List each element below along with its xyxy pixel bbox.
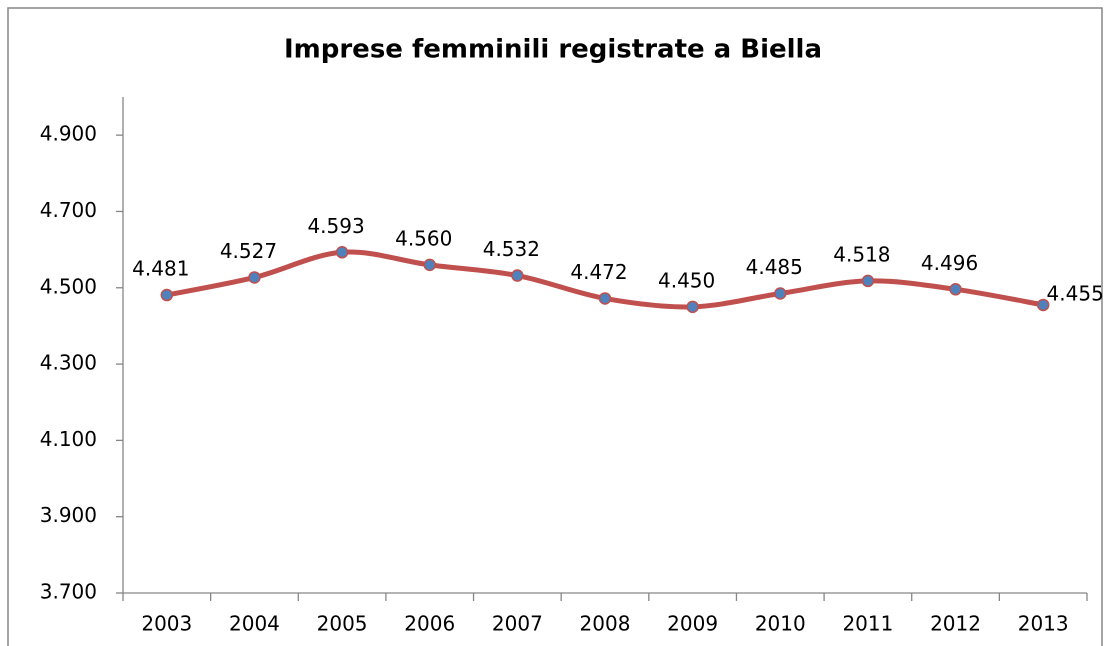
x-tick-label: 2008 (580, 612, 631, 636)
y-tick-label: 3.900 (40, 503, 97, 527)
y-tick-label: 3.700 (40, 580, 97, 604)
data-point (160, 288, 174, 302)
data-point (423, 258, 436, 272)
data-point (335, 246, 349, 259)
data-point (686, 300, 699, 314)
data-point (774, 287, 787, 300)
data-label: 4.593 (307, 214, 364, 238)
y-tick-label: 4.300 (40, 351, 97, 375)
x-tick-label: 2007 (492, 612, 543, 636)
data-point (949, 283, 962, 296)
chart-title: Imprese femminili registrate a Biella (284, 35, 822, 65)
data-label: 4.518 (833, 242, 890, 266)
data-point (511, 269, 524, 282)
data-label: 4.450 (658, 268, 715, 292)
data-label: 4.455 (1047, 281, 1104, 305)
x-tick-label: 2006 (404, 612, 455, 636)
y-tick-label: 4.700 (40, 198, 97, 222)
data-label: 4.527 (220, 239, 277, 263)
data-label: 4.485 (746, 255, 803, 279)
data-point (598, 292, 612, 305)
data-point (1036, 298, 1050, 312)
y-tick-label: 4.500 (40, 274, 97, 298)
data-point (248, 271, 261, 284)
data-label: 4.472 (570, 260, 627, 284)
x-tick-label: 2010 (755, 612, 806, 636)
x-tick-label: 2009 (667, 612, 718, 636)
data-point (861, 274, 875, 288)
data-label: 4.532 (483, 237, 540, 261)
y-tick-label: 4.900 (40, 122, 97, 146)
x-tick-label: 2004 (229, 612, 280, 636)
data-label: 4.560 (395, 226, 452, 250)
chart-frame (7, 7, 1103, 646)
data-label: 4.496 (921, 251, 978, 275)
x-tick-label: 2012 (930, 612, 981, 636)
y-tick-label: 4.100 (40, 427, 97, 451)
x-tick-label: 2005 (317, 612, 368, 636)
x-tick-label: 2011 (842, 612, 893, 636)
x-tick-label: 2003 (141, 612, 192, 636)
x-tick-label: 2013 (1018, 612, 1069, 636)
data-label: 4.481 (132, 257, 189, 281)
